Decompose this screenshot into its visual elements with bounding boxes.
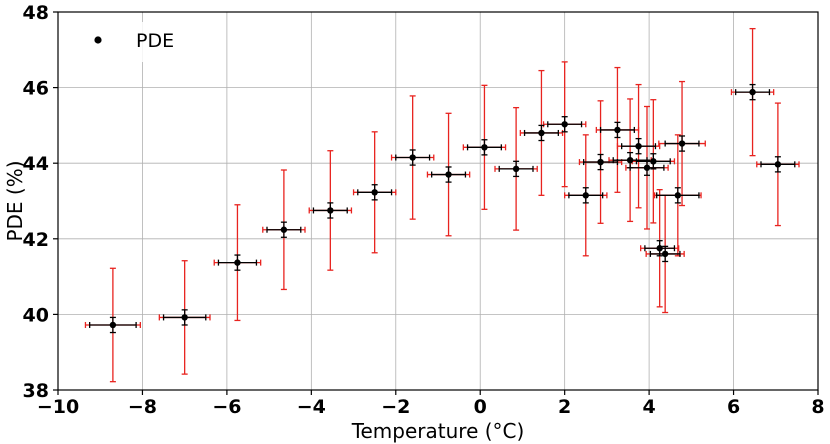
data-point	[626, 156, 634, 164]
data-point	[181, 314, 188, 321]
y-tick-label: 44	[23, 153, 49, 175]
y-tick-label: 40	[23, 304, 49, 326]
x-tick-label: 2	[558, 396, 571, 418]
x-tick-label: 0	[474, 396, 487, 418]
data-point	[280, 226, 288, 233]
x-tick-label: −8	[128, 396, 157, 418]
data-point	[749, 88, 756, 96]
x-tick-label: −6	[212, 396, 241, 418]
statistical-error-bars	[89, 83, 796, 334]
y-tick-label: 38	[23, 380, 49, 402]
data-point	[614, 126, 621, 134]
x-axis-ticks: −10 −8 −6 −4 −2 0 2 4 6 8	[37, 390, 825, 418]
data-point	[327, 207, 334, 214]
data-points	[109, 88, 782, 329]
data-point	[635, 142, 642, 150]
x-tick-label: −2	[381, 396, 410, 418]
legend: PDE	[72, 22, 184, 62]
data-point	[661, 250, 669, 258]
data-point	[445, 171, 452, 178]
x-tick-label: 4	[642, 396, 655, 418]
x-tick-label: 6	[727, 396, 740, 418]
systematic-error-bars	[84, 27, 800, 383]
legend-entry-pde: PDE	[136, 30, 174, 52]
data-point	[582, 192, 589, 199]
y-tick-label: 42	[23, 229, 49, 251]
data-point	[650, 158, 657, 165]
data-point	[597, 158, 604, 166]
plot-frame	[57, 11, 819, 391]
data-point	[643, 164, 651, 171]
x-tick-label: −4	[297, 396, 326, 418]
y-tick-label: 46	[23, 78, 49, 100]
legend-box	[72, 22, 184, 62]
data-point	[109, 321, 117, 329]
y-axis-label: PDE (%)	[3, 160, 27, 241]
x-tick-label: −10	[37, 396, 79, 418]
data-point	[512, 165, 520, 173]
x-tick-label: 8	[811, 396, 824, 418]
data-point	[561, 121, 568, 128]
data-point	[656, 245, 663, 252]
x-axis-label: Temperature (°C)	[351, 419, 525, 443]
data-point	[678, 140, 686, 147]
data-point	[371, 189, 378, 196]
data-point	[234, 259, 241, 266]
data-point	[774, 161, 782, 168]
data-point	[674, 192, 682, 199]
data-point	[538, 129, 545, 137]
y-tick-label: 48	[23, 2, 49, 24]
legend-marker	[94, 36, 102, 44]
data-point	[481, 144, 488, 151]
grid-lines	[58, 12, 818, 390]
data-point	[409, 154, 416, 161]
y-axis-ticks: 38 40 42 44 46 48	[23, 2, 58, 402]
